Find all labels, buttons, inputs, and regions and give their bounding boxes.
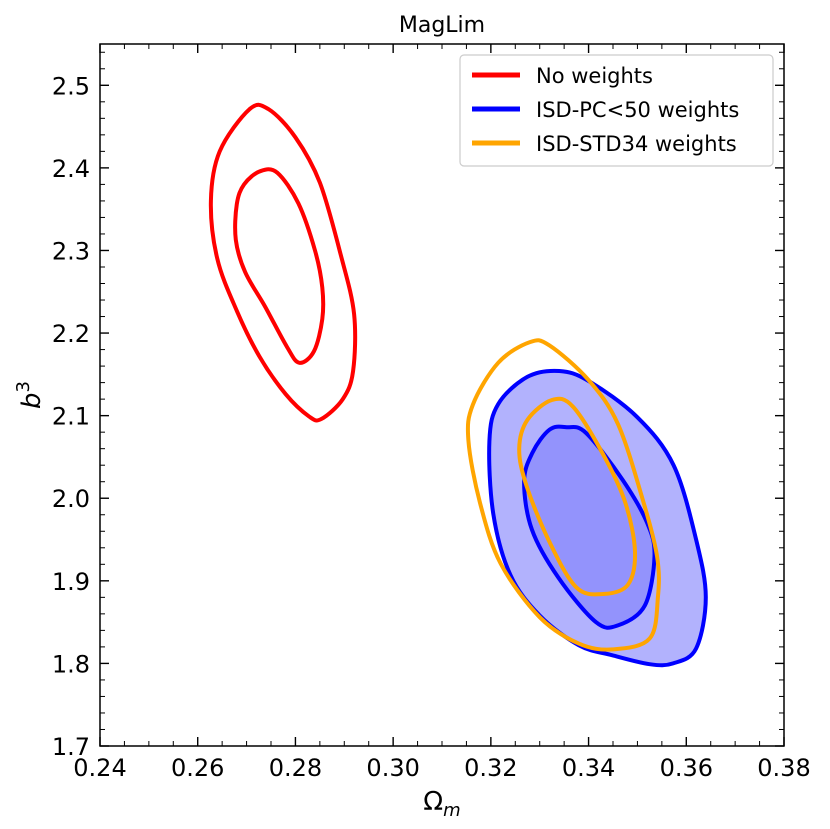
contour-no-weights-68 xyxy=(233,167,326,365)
series-no-weights xyxy=(208,102,358,423)
x-tick-label: 0.32 xyxy=(464,754,517,782)
svg-text:b3: b3 xyxy=(13,381,47,409)
plot-area xyxy=(208,102,708,668)
plot-frame xyxy=(99,43,785,747)
contour-no-weights-95 xyxy=(208,102,358,423)
y-tick-label: 2.1 xyxy=(52,403,90,431)
series-isd-std34 xyxy=(465,338,661,652)
y-tick-label: 1.8 xyxy=(52,650,90,678)
y-axis-label-main: b xyxy=(17,392,47,409)
chart-title: MagLim xyxy=(399,13,485,38)
legend-label-isd-std34: ISD-STD34 weights xyxy=(536,132,737,156)
legend-box xyxy=(459,54,774,167)
x-axis-label-main: Ω xyxy=(423,787,443,817)
y-axis-label: b3 xyxy=(13,381,47,409)
y-tick-labels: 1.7 1.8 1.9 2.0 2.1 2.2 2.3 2.4 2.5 xyxy=(52,72,90,761)
legend-label-isd-pc50: ISD-PC<50 weights xyxy=(536,98,739,122)
y-tick-label: 2.2 xyxy=(52,320,90,348)
x-tick-label: 0.28 xyxy=(269,754,322,782)
y-tick-label: 1.7 xyxy=(52,733,90,761)
x-axis-label: Ωm xyxy=(423,787,460,821)
x-tick-label: 0.26 xyxy=(171,754,224,782)
contour-isd-std34-68 xyxy=(517,396,638,597)
x-tick-label: 0.34 xyxy=(562,754,615,782)
contour-isd-pc50-68 xyxy=(522,424,657,630)
x-tick-label: 0.30 xyxy=(366,754,419,782)
x-tick-label: 0.38 xyxy=(757,754,810,782)
legend: No weights ISD-PC<50 weights ISD-STD34 w… xyxy=(459,54,774,167)
svg-text:Ωm: Ωm xyxy=(423,787,460,821)
y-tick-label: 1.9 xyxy=(52,568,90,596)
x-tick-label: 0.24 xyxy=(73,754,126,782)
x-tick-labels: 0.24 0.26 0.28 0.30 0.32 0.34 0.36 0.38 xyxy=(73,754,810,782)
x-tick-label: 0.36 xyxy=(660,754,713,782)
y-tick-label: 2.5 xyxy=(52,72,90,100)
y-tick-label: 2.4 xyxy=(52,155,90,183)
y-tick-label: 2.3 xyxy=(52,237,90,265)
y-tick-label: 2.0 xyxy=(52,485,90,513)
series-isd-pc50 xyxy=(487,368,708,668)
y-axis-label-superscript: 3 xyxy=(13,381,34,392)
x-axis-label-subscript: m xyxy=(443,800,461,821)
contour-isd-std34-95 xyxy=(465,338,661,652)
legend-label-no-weights: No weights xyxy=(536,64,653,88)
